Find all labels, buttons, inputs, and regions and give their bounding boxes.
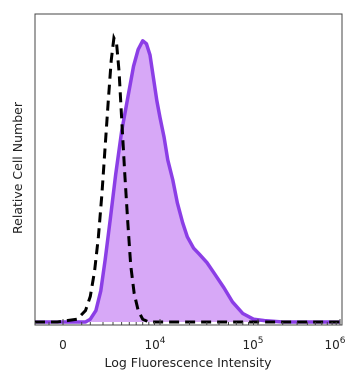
x-tick-label: 105 [242,336,263,352]
x-axis-tick-labels: 0 104 105 106 [59,336,345,352]
x-tick-label: 104 [144,336,165,352]
sample-histogram-fill [35,40,340,323]
control-histogram-line [35,32,340,324]
plot-frame [34,13,343,326]
x-tick-label: 0 [59,338,67,352]
sample-histogram-line [35,39,340,324]
x-axis-title: Log Fluorescence Intensity [104,355,272,370]
x-tick-label: 106 [324,336,345,352]
x-axis-ticks [34,319,341,325]
y-axis-title: Relative Cell Number [10,101,25,234]
